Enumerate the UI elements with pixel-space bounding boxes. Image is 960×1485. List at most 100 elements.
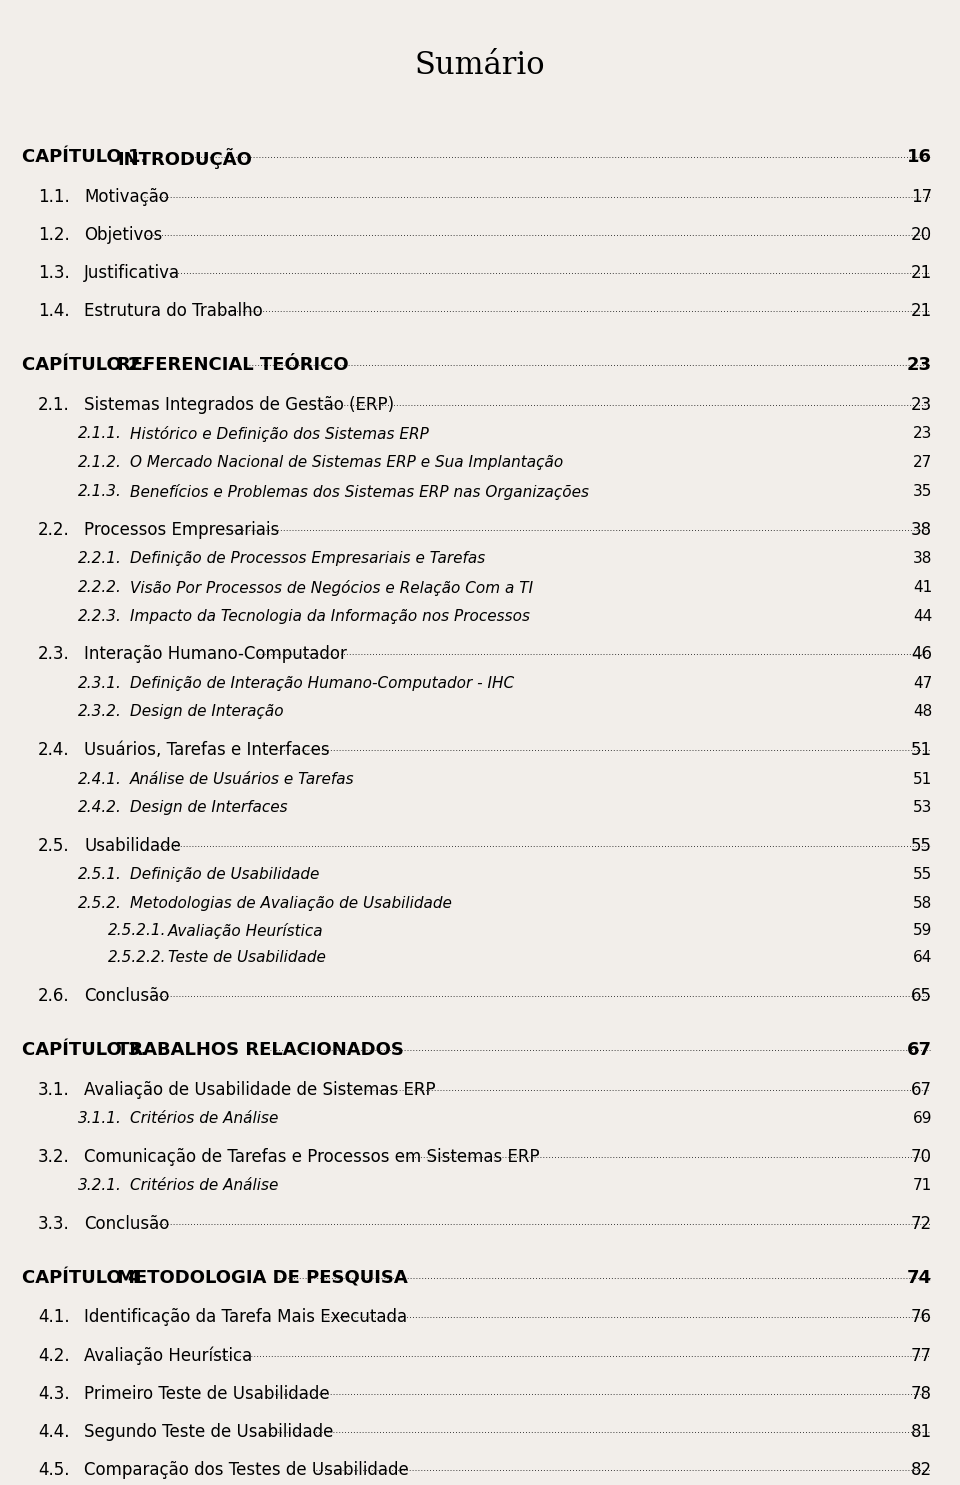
Text: 48: 48 [913,704,932,719]
Text: 51: 51 [913,772,932,787]
Text: REFERENCIAL TEÓRICO: REFERENCIAL TEÓRICO [117,356,348,374]
Text: 67: 67 [911,1081,932,1099]
Text: O Mercado Nacional de Sistemas ERP e Sua Implantação: O Mercado Nacional de Sistemas ERP e Sua… [130,454,564,469]
Text: 2.1.: 2.1. [38,396,70,414]
Text: 1.2.: 1.2. [38,226,70,244]
Text: 41: 41 [913,579,932,594]
Text: 67: 67 [907,1041,932,1059]
Text: CAPÍTULO 3.: CAPÍTULO 3. [22,1041,148,1059]
Text: 38: 38 [913,551,932,566]
Text: METODOLOGIA DE PESQUISA: METODOLOGIA DE PESQUISA [117,1268,408,1287]
Text: 81: 81 [911,1423,932,1440]
Text: 17: 17 [911,187,932,205]
Text: 35: 35 [913,484,932,499]
Text: 23: 23 [907,356,932,374]
Text: Histórico e Definição dos Sistemas ERP: Histórico e Definição dos Sistemas ERP [130,426,429,443]
Text: 1.4.: 1.4. [38,301,70,321]
Text: 23: 23 [911,396,932,414]
Text: Definição de Interação Humano-Computador - IHC: Definição de Interação Humano-Computador… [130,676,515,691]
Text: CAPÍTULO 1.: CAPÍTULO 1. [22,148,148,166]
Text: 53: 53 [913,800,932,815]
Text: 3.2.: 3.2. [38,1148,70,1166]
Text: 70: 70 [911,1148,932,1166]
Text: Definição de Usabilidade: Definição de Usabilidade [130,867,320,882]
Text: Análise de Usuários e Tarefas: Análise de Usuários e Tarefas [130,772,354,787]
Text: Segundo Teste de Usabilidade: Segundo Teste de Usabilidade [84,1423,333,1440]
Text: Avaliação Heurística: Avaliação Heurística [84,1347,252,1365]
Text: 2.4.: 2.4. [38,741,70,759]
Text: 2.2.3.: 2.2.3. [78,609,122,624]
Text: INTRODUÇÃO: INTRODUÇÃO [117,148,252,169]
Text: Conclusão: Conclusão [84,1215,169,1233]
Text: 16: 16 [907,148,932,166]
Text: 2.1.1.: 2.1.1. [78,426,122,441]
Text: Primeiro Teste de Usabilidade: Primeiro Teste de Usabilidade [84,1386,329,1403]
Text: 2.3.: 2.3. [38,646,70,664]
Text: 71: 71 [913,1178,932,1192]
Text: CAPÍTULO 4.: CAPÍTULO 4. [22,1268,148,1287]
Text: Objetivos: Objetivos [84,226,162,244]
Text: Usuários, Tarefas e Interfaces: Usuários, Tarefas e Interfaces [84,741,329,759]
Text: 72: 72 [911,1215,932,1233]
Text: 77: 77 [911,1347,932,1365]
Text: 76: 76 [911,1308,932,1326]
Text: 47: 47 [913,676,932,691]
Text: 3.1.: 3.1. [38,1081,70,1099]
Text: 4.5.: 4.5. [38,1461,69,1479]
Text: 27: 27 [913,454,932,469]
Text: 69: 69 [913,1111,932,1126]
Text: TRABALHOS RELACIONADOS: TRABALHOS RELACIONADOS [117,1041,404,1059]
Text: 2.5.2.1.: 2.5.2.1. [108,924,166,939]
Text: 21: 21 [911,264,932,282]
Text: Impacto da Tecnologia da Informação nos Processos: Impacto da Tecnologia da Informação nos … [130,609,530,624]
Text: 51: 51 [911,741,932,759]
Text: 2.5.2.2.: 2.5.2.2. [108,950,166,965]
Text: 2.3.1.: 2.3.1. [78,676,122,691]
Text: Justificativa: Justificativa [84,264,180,282]
Text: Comparação dos Testes de Usabilidade: Comparação dos Testes de Usabilidade [84,1461,409,1479]
Text: Usabilidade: Usabilidade [84,838,180,855]
Text: Visão Por Processos de Negócios e Relação Com a TI: Visão Por Processos de Negócios e Relaçã… [130,579,533,595]
Text: 2.1.3.: 2.1.3. [78,484,122,499]
Text: 2.5.1.: 2.5.1. [78,867,122,882]
Text: 78: 78 [911,1386,932,1403]
Text: 4.4.: 4.4. [38,1423,69,1440]
Text: CAPÍTULO 2.: CAPÍTULO 2. [22,356,148,374]
Text: 82: 82 [911,1461,932,1479]
Text: 2.3.2.: 2.3.2. [78,704,122,719]
Text: Conclusão: Conclusão [84,988,169,1005]
Text: Metodologias de Avaliação de Usabilidade: Metodologias de Avaliação de Usabilidade [130,897,452,912]
Text: 55: 55 [913,867,932,882]
Text: 2.4.1.: 2.4.1. [78,772,122,787]
Text: 23: 23 [913,426,932,441]
Text: 44: 44 [913,609,932,624]
Text: 58: 58 [913,897,932,912]
Text: 2.2.1.: 2.2.1. [78,551,122,566]
Text: 38: 38 [911,521,932,539]
Text: Processos Empresariais: Processos Empresariais [84,521,279,539]
Text: Benefícios e Problemas dos Sistemas ERP nas Organizações: Benefícios e Problemas dos Sistemas ERP … [130,484,589,500]
Text: 2.1.2.: 2.1.2. [78,454,122,469]
Text: Definição de Processos Empresariais e Tarefas: Definição de Processos Empresariais e Ta… [130,551,485,566]
Text: Sumário: Sumário [415,50,545,82]
Text: 2.4.2.: 2.4.2. [78,800,122,815]
Text: Comunicação de Tarefas e Processos em Sistemas ERP: Comunicação de Tarefas e Processos em Si… [84,1148,540,1166]
Text: 2.2.: 2.2. [38,521,70,539]
Text: 20: 20 [911,226,932,244]
Text: 4.3.: 4.3. [38,1386,70,1403]
Text: Design de Interação: Design de Interação [130,704,283,719]
Text: Motivação: Motivação [84,187,169,205]
Text: 21: 21 [911,301,932,321]
Text: 59: 59 [913,924,932,939]
Text: 4.2.: 4.2. [38,1347,70,1365]
Text: Avaliação Heurística: Avaliação Heurística [168,924,324,939]
Text: 1.3.: 1.3. [38,264,70,282]
Text: 3.1.1.: 3.1.1. [78,1111,122,1126]
Text: 64: 64 [913,950,932,965]
Text: Identificação da Tarefa Mais Executada: Identificação da Tarefa Mais Executada [84,1308,407,1326]
Text: 4.1.: 4.1. [38,1308,70,1326]
Text: 65: 65 [911,988,932,1005]
Text: 2.2.2.: 2.2.2. [78,579,122,594]
Text: 2.6.: 2.6. [38,988,70,1005]
Text: 1.1.: 1.1. [38,187,70,205]
